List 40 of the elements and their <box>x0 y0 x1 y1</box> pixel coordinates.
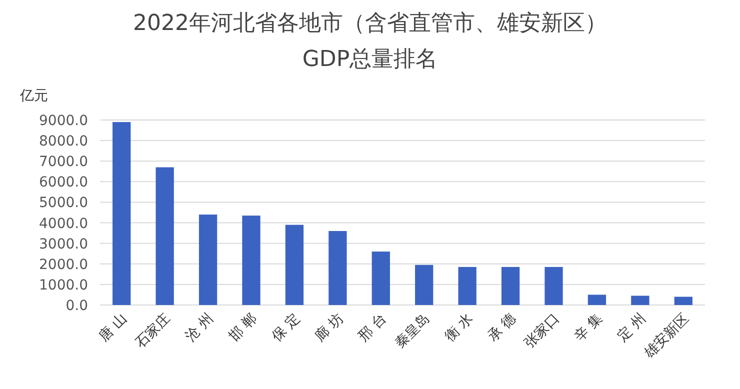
bar <box>588 294 606 305</box>
x-tick-label: 保 定 <box>269 310 304 345</box>
y-tick-label: 1000.0 <box>39 277 88 294</box>
chart-title: 2022年河北省各地市（含省直管市、雄安新区） <box>133 11 607 36</box>
bar <box>501 266 520 305</box>
x-tick-label: 石家庄 <box>132 310 174 352</box>
chart-subtitle: GDP总量排名 <box>302 47 438 72</box>
y-tick-label: 6000.0 <box>39 174 88 191</box>
y-axis-title: 亿元 <box>19 88 48 104</box>
bar <box>156 167 174 305</box>
bar <box>631 296 650 305</box>
bar <box>198 214 218 305</box>
bar <box>415 264 434 305</box>
bar <box>242 216 260 305</box>
y-tick-label: 8000.0 <box>39 134 88 150</box>
bar <box>458 266 476 305</box>
x-tick-label: 定 州 <box>614 310 650 345</box>
y-tick-label: 2000.0 <box>39 256 88 273</box>
x-tick-label: 衡 水 <box>442 310 476 345</box>
y-tick-label: 5000.0 <box>39 195 88 212</box>
y-tick-label: 4000.0 <box>39 216 88 232</box>
x-tick-label: 唐 山 <box>96 310 130 345</box>
x-tick-label: 邢 台 <box>355 310 390 345</box>
x-tick-label: 沧 州 <box>182 310 217 345</box>
x-tick-label: 辛 集 <box>572 310 606 345</box>
x-tick-label: 秦皇岛 <box>392 310 433 352</box>
y-tick-label: 3000.0 <box>39 236 88 252</box>
y-tick-label: 9000.0 <box>39 113 88 129</box>
x-tick-label: 廊 坊 <box>312 310 347 345</box>
y-tick-label: 0.0 <box>66 298 88 314</box>
bar <box>674 296 692 305</box>
x-tick-label: 张家口 <box>522 310 563 352</box>
bar <box>372 252 390 305</box>
y-tick-label: 7000.0 <box>39 154 88 170</box>
bar <box>285 224 304 305</box>
bar <box>328 231 347 305</box>
bar <box>112 122 131 305</box>
x-tick-label: 承 德 <box>485 310 520 345</box>
bar <box>544 266 563 305</box>
x-tick-label: 邯 郸 <box>226 310 260 345</box>
